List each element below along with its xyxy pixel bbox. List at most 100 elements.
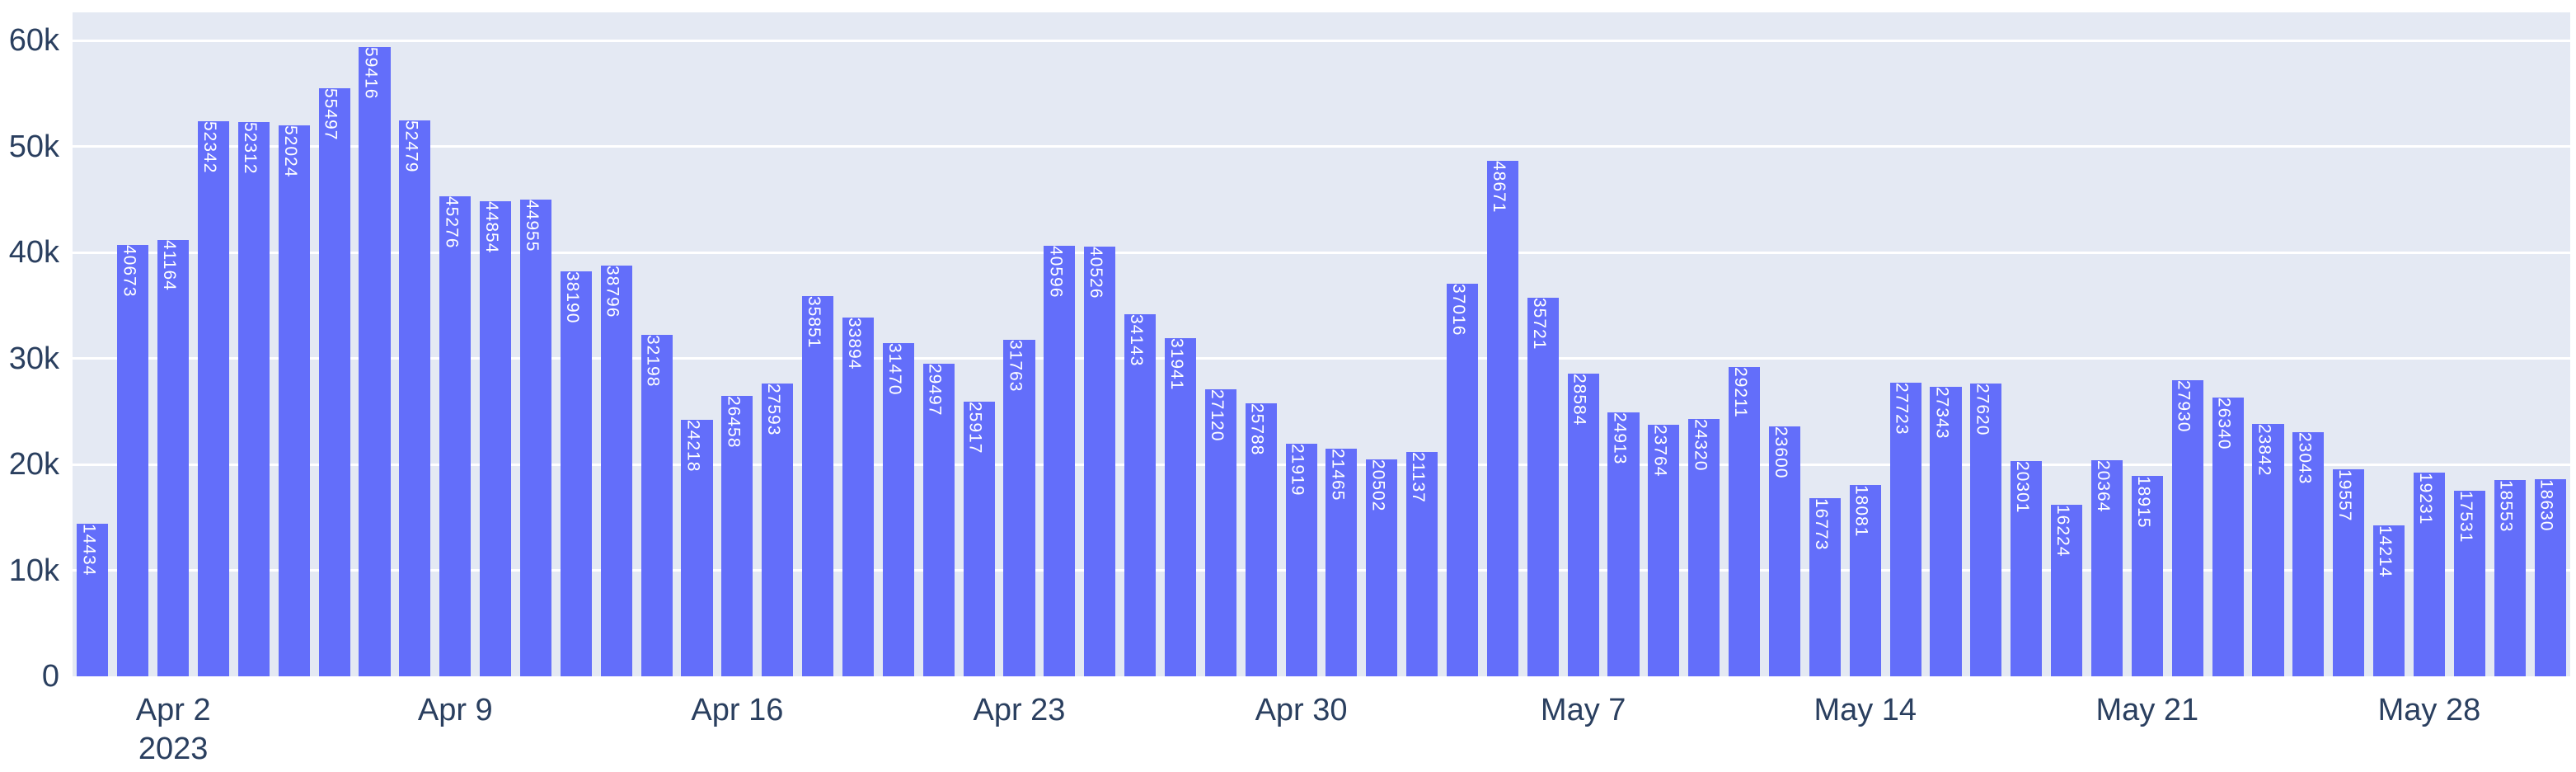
- bar: 33894: [842, 317, 875, 676]
- bar-value-label: 20301: [2013, 461, 2033, 514]
- bar-value-label: 19231: [2415, 472, 2435, 525]
- bar: 44955: [519, 200, 552, 676]
- bar: 27930: [2171, 380, 2203, 676]
- bar-value-label: 23600: [1771, 426, 1790, 479]
- bar: 45276: [439, 196, 472, 676]
- bar-value-label: 24218: [683, 419, 703, 473]
- bar: 35851: [802, 296, 834, 676]
- bar: 41164: [157, 240, 190, 676]
- bar-value-label: 44955: [523, 200, 542, 252]
- x-tick-date: Apr 2: [135, 693, 211, 727]
- bar-value-label: 31941: [1166, 337, 1186, 390]
- bar-value-label: 24913: [1610, 412, 1630, 465]
- bar: 52479: [399, 120, 431, 676]
- bar-value-label: 40596: [1046, 246, 1066, 299]
- bar-value-label: 35721: [1529, 298, 1549, 351]
- bar-value-label: 24320: [1691, 418, 1710, 471]
- bar-value-label: 38190: [562, 271, 582, 324]
- x-axis-tick-label: Apr 30: [1255, 691, 1348, 730]
- y-axis-tick-label: 50k: [8, 129, 59, 164]
- x-axis-tick-label: Apr 2 2023: [136, 691, 211, 769]
- bar: 52342: [197, 121, 230, 676]
- y-axis-tick-label: 10k: [8, 553, 59, 588]
- x-tick-date: May 21: [2095, 693, 2199, 727]
- bar-value-label: 27593: [764, 384, 784, 436]
- bar: 40596: [1044, 246, 1076, 676]
- bar: 55497: [318, 87, 350, 676]
- gridline: [73, 357, 2570, 360]
- bar: 52312: [237, 121, 270, 676]
- bar: 19231: [2413, 472, 2445, 676]
- bar: 25788: [1245, 402, 1277, 676]
- bar: 21465: [1326, 449, 1358, 676]
- bar-value-label: 31470: [884, 342, 904, 396]
- bar: 23842: [2252, 423, 2284, 676]
- bar: 26340: [2212, 397, 2244, 676]
- bar-value-label: 52312: [240, 121, 260, 175]
- bar: 27120: [1204, 388, 1236, 676]
- bar-value-label: 16773: [1811, 498, 1831, 551]
- bar-value-label: 52024: [280, 125, 300, 177]
- bar: 52024: [278, 125, 310, 676]
- bar: 59416: [359, 46, 391, 676]
- plot-area[interactable]: 14434 40673 41164 52342 52312 52024 55497 59416…: [73, 12, 2570, 676]
- bar: 34143: [1124, 314, 1157, 676]
- bar: 18915: [2131, 475, 2163, 676]
- bar-value-label: 44854: [482, 200, 502, 254]
- bar: 18081: [1849, 484, 1881, 676]
- bar: 44854: [480, 200, 512, 676]
- bar: 25917: [963, 402, 995, 676]
- bar: 18553: [2494, 479, 2526, 676]
- gridline: [73, 463, 2570, 466]
- bar: 32198: [640, 335, 673, 676]
- bar: 14434: [77, 523, 109, 676]
- bar: 29497: [922, 364, 955, 676]
- bar: 23600: [1768, 426, 1801, 676]
- bar: 27620: [1970, 384, 2002, 676]
- bar: 48671: [1486, 160, 1518, 676]
- bar-value-label: 35851: [805, 296, 824, 349]
- bar-value-label: 48671: [1489, 160, 1509, 214]
- bar-value-label: 27723: [1892, 382, 1912, 435]
- bar-value-label: 18553: [2496, 479, 2516, 533]
- x-axis-tick-label: Apr 16: [691, 691, 783, 730]
- bar: 27343: [1930, 386, 1962, 676]
- bar-value-label: 38796: [603, 265, 622, 318]
- bar-value-label: 14214: [2376, 525, 2395, 578]
- bar-value-label: 16224: [2053, 504, 2073, 557]
- bar-value-label: 18915: [2133, 475, 2153, 529]
- bar-value-label: 29211: [1731, 366, 1751, 418]
- bar-value-label: 26458: [724, 396, 744, 449]
- x-tick-date: May 28: [2377, 693, 2481, 727]
- bar-value-label: 14434: [79, 523, 99, 576]
- bar: 24320: [1688, 418, 1720, 676]
- bar-value-label: 18630: [2536, 478, 2556, 532]
- bar-value-label: 21137: [1409, 452, 1429, 504]
- bar: 16773: [1809, 498, 1841, 676]
- y-axis-tick-label: 20k: [8, 447, 59, 482]
- bar-value-label: 27120: [1207, 388, 1227, 441]
- x-axis-tick-label: May 7: [1541, 691, 1626, 730]
- bar: 14214: [2373, 525, 2405, 676]
- bar-value-label: 21919: [1288, 444, 1307, 497]
- bar: 27593: [762, 384, 794, 676]
- bar: 24913: [1607, 412, 1640, 676]
- bar-value-label: 23764: [1650, 424, 1670, 478]
- bar-value-label: 17531: [2456, 490, 2475, 544]
- bar: 20364: [2090, 460, 2123, 676]
- bar: 21919: [1285, 444, 1317, 676]
- x-tick-date: May 7: [1540, 693, 1626, 727]
- bar: 19557: [2333, 468, 2365, 676]
- bar-value-label: 21465: [1328, 449, 1348, 501]
- bar-value-label: 34143: [1127, 314, 1147, 367]
- bar-value-label: 37016: [1449, 284, 1469, 337]
- x-tick-year: 2023: [138, 732, 209, 767]
- bar-value-label: 20502: [1368, 459, 1388, 511]
- bar: 38796: [600, 265, 632, 676]
- bar-value-label: 27620: [1973, 384, 1992, 436]
- bar-value-label: 28584: [1570, 373, 1589, 426]
- bar: 20301: [2011, 461, 2043, 676]
- gridline: [73, 145, 2570, 148]
- bar-value-label: 25917: [965, 402, 985, 454]
